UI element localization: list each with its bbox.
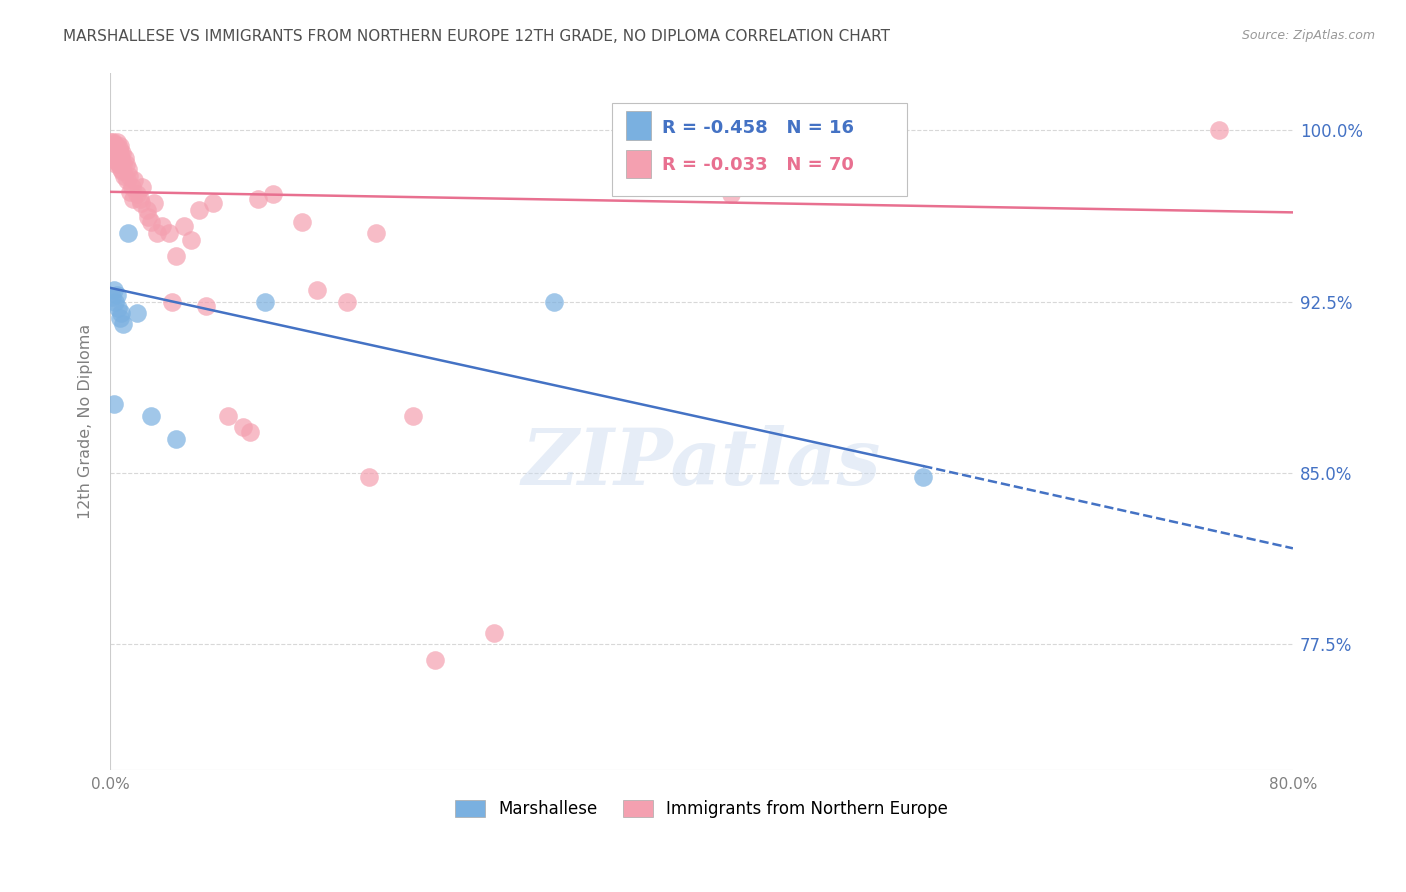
Point xyxy=(425,653,447,667)
Point xyxy=(232,420,254,434)
Legend: Marshallese, Immigrants from Northern Europe: Marshallese, Immigrants from Northern Eu… xyxy=(449,793,955,824)
Point xyxy=(402,409,425,423)
Point xyxy=(138,210,160,224)
Point xyxy=(146,226,169,240)
Point xyxy=(239,425,262,439)
Point xyxy=(117,161,139,176)
Point xyxy=(110,139,132,153)
Point xyxy=(115,157,138,171)
Point xyxy=(104,145,127,160)
Point xyxy=(111,318,134,332)
Point xyxy=(1208,123,1230,137)
Point xyxy=(100,135,122,149)
Point xyxy=(173,219,195,233)
Text: R = -0.458   N = 16: R = -0.458 N = 16 xyxy=(662,119,855,136)
Point xyxy=(108,145,131,160)
Point xyxy=(108,141,131,155)
Point xyxy=(104,151,127,165)
Point xyxy=(103,141,125,155)
Point xyxy=(121,180,143,194)
Point xyxy=(543,294,565,309)
Point xyxy=(110,151,132,165)
Point xyxy=(150,219,173,233)
Point xyxy=(305,283,328,297)
Point xyxy=(105,287,128,301)
Point xyxy=(125,306,148,320)
Point xyxy=(117,226,139,240)
Point xyxy=(107,301,129,316)
Point xyxy=(166,249,188,263)
Point xyxy=(912,470,935,484)
Point xyxy=(110,306,132,320)
Point xyxy=(108,310,131,325)
Point xyxy=(195,299,218,313)
Point xyxy=(357,470,380,484)
Point xyxy=(484,626,506,640)
Point xyxy=(125,187,148,202)
Point xyxy=(291,214,314,228)
Point xyxy=(103,283,125,297)
Point xyxy=(335,294,357,309)
Text: MARSHALLESE VS IMMIGRANTS FROM NORTHERN EUROPE 12TH GRADE, NO DIPLOMA CORRELATIO: MARSHALLESE VS IMMIGRANTS FROM NORTHERN … xyxy=(63,29,890,44)
Point xyxy=(104,157,127,171)
Point xyxy=(103,397,125,411)
Point xyxy=(166,432,188,446)
Point xyxy=(121,192,143,206)
Point xyxy=(160,294,183,309)
Point xyxy=(122,173,145,187)
Point xyxy=(616,180,638,194)
Point xyxy=(118,185,141,199)
Point xyxy=(101,135,124,149)
Point xyxy=(108,157,131,171)
Point xyxy=(141,409,163,423)
Point xyxy=(112,157,135,171)
Point xyxy=(118,169,141,183)
Text: ZIPatlas: ZIPatlas xyxy=(522,425,882,501)
Point xyxy=(105,153,128,167)
Point xyxy=(246,192,269,206)
Point xyxy=(105,155,128,169)
Point xyxy=(157,226,180,240)
Point xyxy=(111,145,134,160)
Point xyxy=(217,409,239,423)
Text: Source: ZipAtlas.com: Source: ZipAtlas.com xyxy=(1241,29,1375,42)
Point xyxy=(105,135,128,149)
Point xyxy=(105,144,128,158)
Point xyxy=(187,203,209,218)
Point xyxy=(254,294,277,309)
Point xyxy=(103,145,125,160)
Point xyxy=(107,145,129,160)
Point xyxy=(131,180,153,194)
Point xyxy=(101,139,124,153)
Point xyxy=(366,226,388,240)
Point xyxy=(104,139,127,153)
Point xyxy=(262,187,284,202)
Point xyxy=(101,290,124,304)
Point xyxy=(107,155,129,169)
Point xyxy=(111,164,134,178)
Point xyxy=(143,196,166,211)
Point xyxy=(135,203,157,218)
Point xyxy=(103,136,125,151)
Point xyxy=(180,233,202,247)
Point xyxy=(112,169,135,183)
Text: R = -0.033   N = 70: R = -0.033 N = 70 xyxy=(662,156,853,174)
Y-axis label: 12th Grade, No Diploma: 12th Grade, No Diploma xyxy=(79,324,93,519)
Point xyxy=(114,151,136,165)
Point xyxy=(129,196,152,211)
Point xyxy=(128,192,150,206)
Point xyxy=(141,214,163,228)
Point xyxy=(100,141,122,155)
Point xyxy=(202,196,225,211)
Point xyxy=(115,173,138,187)
Point xyxy=(110,161,132,176)
Point xyxy=(104,294,127,309)
Point xyxy=(720,187,742,202)
